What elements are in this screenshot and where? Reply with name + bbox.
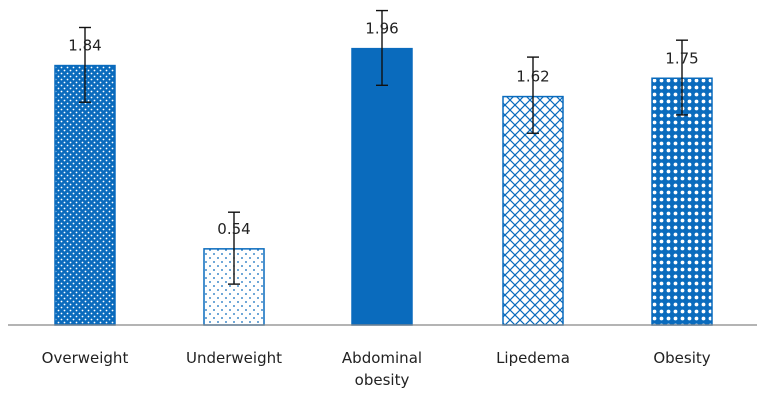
data-label: 1.84 bbox=[68, 37, 101, 55]
data-label: 0.54 bbox=[217, 220, 250, 238]
data-label: 1.62 bbox=[516, 68, 549, 86]
bar bbox=[54, 64, 116, 326]
category-label: Underweight bbox=[186, 349, 282, 367]
category-label: Overweight bbox=[42, 349, 129, 367]
bar bbox=[351, 47, 413, 326]
category-label: Obesity bbox=[653, 349, 710, 367]
plot-area: 1.84 Overweight 0.54 Underweight 1.96 Abdomin… bbox=[42, 9, 713, 389]
category-label: Lipedema bbox=[496, 349, 570, 367]
category-label: Abdominal bbox=[342, 349, 422, 367]
data-label: 1.96 bbox=[365, 20, 398, 38]
category-label: obesity bbox=[355, 371, 410, 389]
data-label: 1.75 bbox=[665, 49, 698, 67]
